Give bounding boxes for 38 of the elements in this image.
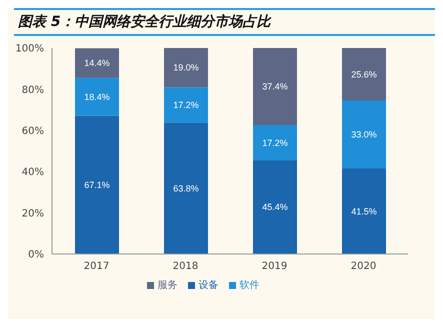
x-tick-label: 2017 <box>84 261 110 272</box>
data-label: 17.2% <box>173 100 199 110</box>
y-tick-label: 100% <box>15 44 44 55</box>
y-tick-label: 80% <box>22 84 44 96</box>
data-label: 67.1% <box>84 180 110 190</box>
x-tick-label: 2018 <box>172 261 198 272</box>
bar <box>164 48 208 88</box>
data-label: 14.4% <box>84 58 110 68</box>
legend-label: 设备 <box>198 280 218 291</box>
legend-label: 服务 <box>158 280 178 291</box>
y-tick-label: 0% <box>28 250 44 261</box>
bar <box>253 160 297 254</box>
bar <box>253 125 297 160</box>
data-label: 63.8% <box>173 183 199 194</box>
bar <box>342 168 386 254</box>
y-tick-label: 60% <box>22 126 44 137</box>
x-tick-label: 2020 <box>350 261 376 272</box>
data-label: 18.4% <box>84 92 110 102</box>
data-label: 41.5% <box>351 206 377 216</box>
y-tick-label: 40% <box>22 167 44 178</box>
bar <box>342 100 386 169</box>
bar <box>75 78 119 116</box>
y-tick-label: 20% <box>22 208 44 220</box>
data-label: 25.6% <box>351 69 377 80</box>
bar <box>75 48 119 78</box>
bar <box>342 48 386 101</box>
bar <box>75 116 119 254</box>
bar <box>253 48 297 126</box>
data-label: 19.0% <box>173 62 199 73</box>
data-label: 45.4% <box>262 202 288 212</box>
legend-label: 软件 <box>240 280 260 291</box>
bar <box>164 122 208 254</box>
data-label: 37.4% <box>262 82 288 92</box>
x-tick-label: 2019 <box>262 261 288 272</box>
data-label: 17.2% <box>262 138 288 148</box>
bar <box>164 87 208 123</box>
chart-title: 图表 5：中国网络安全行业细分市场占比 <box>14 8 435 36</box>
data-label: 33.0% <box>351 130 377 140</box>
